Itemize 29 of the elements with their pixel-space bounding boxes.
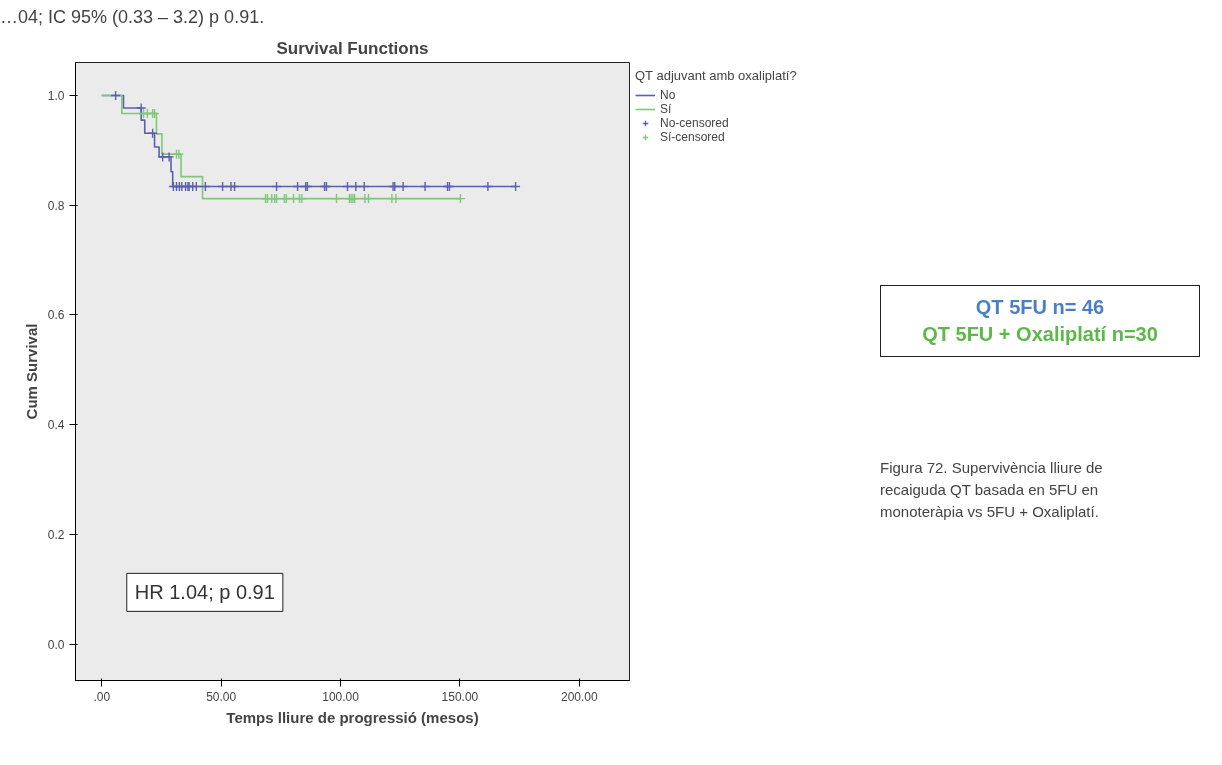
y-tick-label: 0.2: [47, 528, 65, 543]
y-tick-label: 0.4: [47, 418, 65, 433]
legend-label: No: [660, 88, 677, 102]
text: QT 5FU + Oxaliplatí n=30: [921, 322, 1159, 347]
point: [135, 102, 147, 114]
x-axis-title: Temps lliure de progressió (mesos): [226, 708, 479, 726]
y-tick-label: 0.6: [47, 308, 65, 323]
x-tick-label: 50.00: [206, 689, 237, 704]
text: Figura 72. Supervivència lliure de recaiguda QT basada en 5FU en monoteràpia vs 5FU + Oxaliplatí.: [880, 458, 1104, 522]
y-tick-label: 0.0: [47, 637, 65, 652]
chart-title: Survival Functions: [276, 38, 429, 58]
point: [419, 181, 431, 192]
y-axis-title: Cum Survival: [22, 323, 40, 420]
legend-label: Sí: [660, 102, 673, 116]
legend-title: QT adjuvant amb oxaliplatí?: [635, 68, 797, 83]
x-tick-label: 200.00: [561, 689, 599, 704]
x-tick-label: 150.00: [441, 689, 479, 704]
x-tick-label: .00: [93, 689, 111, 704]
point: [397, 181, 409, 192]
text: …04; IC 95% (0.33 – 3.2) p 0.91.: [0, 6, 265, 29]
point: [350, 181, 362, 192]
annotation: HR 1.04; p 0.91: [134, 581, 275, 604]
legend-label: No-censored: [660, 116, 729, 130]
y-tick-label: 0.8: [47, 198, 65, 213]
point: [482, 181, 494, 192]
legend-label: Sí-censored: [660, 130, 725, 144]
text: QT 5FU n= 46: [974, 295, 1106, 320]
x-tick-label: 100.00: [322, 689, 360, 704]
y-tick-label: 1.0: [47, 88, 65, 103]
